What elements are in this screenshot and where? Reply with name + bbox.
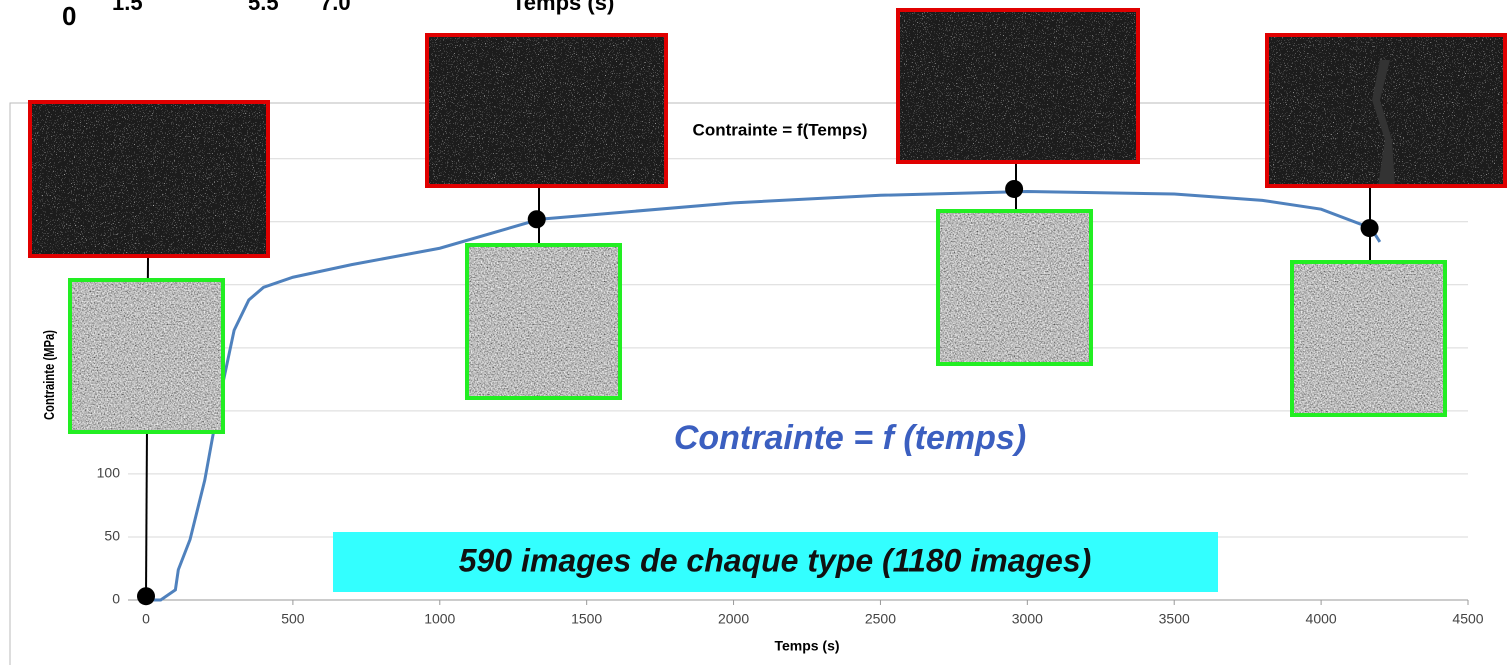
y-tick-label: 50 [104,528,120,544]
x-tick-label: 4500 [1452,611,1483,627]
x-tick-label: 3500 [1159,611,1190,627]
fragment: 5.5 [248,0,279,15]
image-border [68,278,225,434]
sem-image [28,100,270,258]
y-axis-label: Contrainte (MPa) [40,330,57,420]
marker [137,587,155,606]
series-line [146,190,1382,602]
images [28,8,1507,434]
speckle-image [467,245,620,398]
count-annotation: 590 images de chaque type (1180 images) [459,542,1092,578]
x-tick-label: 3000 [1012,611,1043,627]
marker [527,210,546,229]
x-tick-label: 1500 [571,611,602,627]
image-border [425,33,668,188]
image-border [896,8,1140,164]
chart-title: Contrainte = f(Temps) [693,120,868,139]
y-tick-label: 0 [112,591,120,607]
image-border [28,100,270,258]
image-border [465,243,622,400]
curve-annotation: Contrainte = f (temps) [674,419,1026,457]
sem-image [898,10,1138,162]
speckle-image [938,211,1091,364]
image-border [1290,260,1447,417]
fragment: 1.5 [112,0,143,15]
x-tick-label: 0 [142,611,150,627]
image-border [1265,33,1507,188]
x-axis-label: Temps (s) [774,638,839,654]
speckle-image [70,280,223,432]
cropped-header: 0 1.5 5.5 7.0 Temps (s) [62,0,614,31]
speckle-image [1292,262,1445,415]
x-tick-label: 500 [281,611,305,627]
x-tick-label: 2500 [865,611,896,627]
fragment: 7.0 [320,0,351,15]
sem-image [427,35,666,186]
image-border [936,209,1093,366]
marker [1360,219,1379,238]
x-tick-label: 4000 [1306,611,1337,627]
x-tick-label: 2000 [718,611,749,627]
crack [1372,60,1395,186]
fragment: 0 [62,1,76,31]
fragment: Temps (s) [512,0,614,15]
y-tick-label: 100 [97,465,121,481]
marker [1005,179,1024,198]
annotation-box [333,532,1218,592]
x-tick-label: 1000 [424,611,455,627]
markers [137,179,1379,606]
